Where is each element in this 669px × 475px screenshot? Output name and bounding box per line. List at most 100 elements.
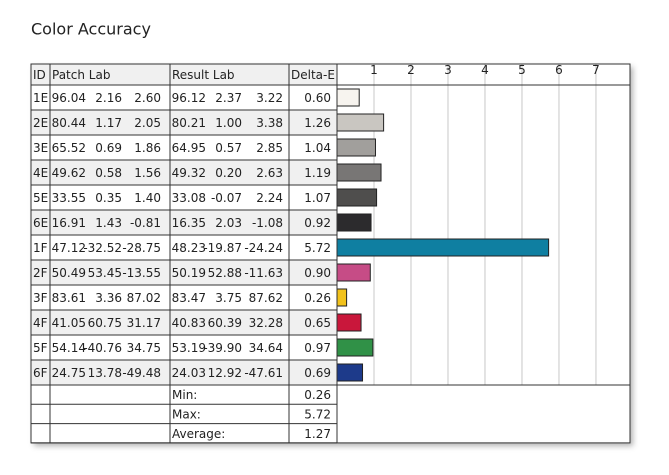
result-lab: -24.24 [244,241,283,255]
result-lab: 12.92 [208,366,242,380]
bar [336,213,372,232]
patch-lab: 2.05 [134,116,161,130]
patch-lab: 54.14 [52,341,86,355]
x-tick-label: 1 [370,63,378,77]
result-lab: 34.64 [249,341,283,355]
patch-lab: 33.55 [52,191,86,205]
row-bg [31,260,337,285]
delta-e-label: 0.65 [304,316,331,330]
delta-e-label: 0.97 [304,341,331,355]
patch-lab: -13.55 [122,266,161,280]
row-id: 3E [33,141,48,155]
bar [336,363,364,382]
patch-lab: 0.69 [95,141,122,155]
bar [336,188,378,207]
column-header: Result Lab [172,68,235,82]
column-header: Patch Lab [52,68,110,82]
patch-lab: 1.43 [95,216,122,230]
bar [336,163,382,182]
result-lab: 52.88 [208,266,242,280]
result-lab: 32.28 [249,316,283,330]
result-lab: 3.75 [215,291,242,305]
patch-lab: 83.61 [52,291,86,305]
summary-label: Max: [172,407,201,421]
result-lab: 2.63 [256,166,283,180]
patch-lab: 2.60 [134,91,161,105]
x-tick-label: 7 [592,63,600,77]
result-lab: 60.39 [208,316,242,330]
patch-lab: 24.75 [52,366,86,380]
delta-e-label: 0.60 [304,91,331,105]
patch-lab: 65.52 [52,141,86,155]
x-tick-label: 4 [481,63,489,77]
patch-lab: 2.16 [95,91,122,105]
row-id: 3F [33,291,48,305]
result-lab: 64.95 [172,141,206,155]
row-bg [31,110,337,135]
x-tick-label: 3 [444,63,452,77]
patch-lab: 47.12 [52,241,86,255]
column-header: ID [33,68,46,82]
x-tick-label: 2 [407,63,415,77]
outer-border [30,63,631,444]
row-id: 1F [33,241,48,255]
row-id: 4E [33,166,48,180]
result-lab: 2.24 [256,191,283,205]
result-lab: 0.57 [215,141,242,155]
patch-lab: 31.17 [127,316,161,330]
bar [336,88,360,107]
patch-lab: 87.02 [127,291,161,305]
patch-lab: -49.48 [122,366,161,380]
row-id: 2F [33,266,48,280]
result-lab: -47.61 [244,366,283,380]
delta-e-label: 0.92 [304,216,331,230]
bar [336,238,550,257]
bar [336,138,376,157]
header-bg [31,64,337,85]
patch-lab: 53.45 [88,266,122,280]
row-bg [31,210,337,235]
result-lab: 53.19 [172,341,206,355]
x-tick-label: 6 [555,63,563,77]
result-lab: 1.00 [215,116,242,130]
patch-lab: 34.75 [127,341,161,355]
result-lab: 87.62 [249,291,283,305]
patch-lab: 3.36 [95,291,122,305]
result-lab: 0.20 [215,166,242,180]
row-bg [31,160,337,185]
summary-value: 5.72 [304,407,331,421]
column-header: Delta-E [291,68,335,82]
row-id: 2E [33,116,48,130]
result-lab: -1.08 [252,216,283,230]
chart-title: Color Accuracy [31,20,151,39]
result-lab: 96.12 [172,91,206,105]
delta-e-label: 5.72 [304,241,331,255]
result-lab: 80.21 [172,116,206,130]
result-lab: -39.90 [203,341,242,355]
x-tick-label: 5 [518,63,526,77]
row-id: 5E [33,191,48,205]
result-lab: 2.85 [256,141,283,155]
result-lab: 49.32 [172,166,206,180]
result-lab: 2.03 [215,216,242,230]
row-id: 6E [33,216,48,230]
result-lab: 16.35 [172,216,206,230]
delta-e-label: 1.26 [304,116,331,130]
result-lab: 50.19 [172,266,206,280]
patch-lab: 96.04 [52,91,86,105]
row-bg [31,360,337,385]
patch-lab: 41.05 [52,316,86,330]
patch-lab: -40.76 [83,341,122,355]
bar [336,288,348,307]
patch-lab: 1.56 [134,166,161,180]
summary-label: Min: [172,388,197,402]
patch-lab: 0.35 [95,191,122,205]
result-lab: 3.38 [256,116,283,130]
patch-lab: 1.86 [134,141,161,155]
patch-lab: 0.58 [95,166,122,180]
bar [336,313,362,332]
patch-lab: 49.62 [52,166,86,180]
row-id: 6F [33,366,48,380]
